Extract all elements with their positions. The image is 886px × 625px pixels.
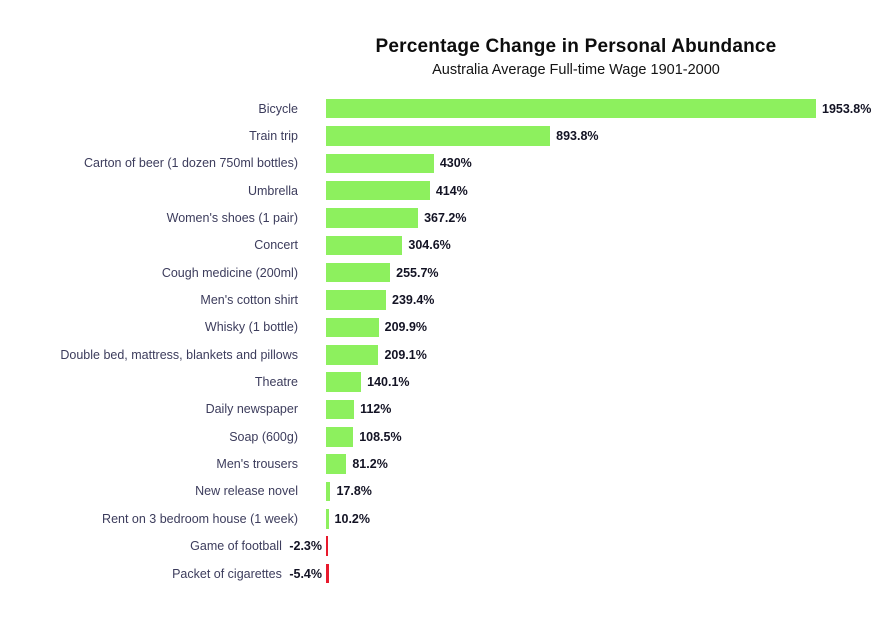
chart-row: Whisky (1 bottle) 209.9% bbox=[0, 314, 886, 341]
chart-row: Men's cotton shirt 239.4% bbox=[0, 286, 886, 313]
category-cell: Cough medicine (200ml) bbox=[0, 266, 326, 280]
value-label: 1953.8% bbox=[822, 101, 872, 116]
bar bbox=[326, 235, 403, 256]
chart-header: Percentage Change in Personal Abundance … bbox=[268, 36, 884, 78]
category-cell: Packet of cigarettes -5.4% bbox=[0, 567, 326, 581]
category-cell: Men's cotton shirt bbox=[0, 293, 326, 307]
bar bbox=[326, 481, 331, 502]
category-label: Men's cotton shirt bbox=[200, 293, 298, 308]
category-label: Cough medicine (200ml) bbox=[161, 265, 298, 280]
category-label: Whisky (1 bottle) bbox=[204, 320, 298, 335]
bar bbox=[326, 399, 355, 420]
category-cell: New release novel bbox=[0, 484, 326, 498]
chart-row: Carton of beer (1 dozen 750ml bottles) 4… bbox=[0, 150, 886, 177]
category-label: Double bed, mattress, blankets and pillo… bbox=[60, 347, 298, 362]
category-cell: Daily newspaper bbox=[0, 402, 326, 416]
category-label: Game of football bbox=[190, 539, 282, 554]
chart-row: Soap (600g) 108.5% bbox=[0, 423, 886, 450]
category-cell: Carton of beer (1 dozen 750ml bottles) bbox=[0, 156, 326, 170]
category-label: Train trip bbox=[249, 129, 298, 144]
category-cell: Game of football -2.3% bbox=[0, 539, 326, 553]
value-label: 10.2% bbox=[334, 511, 370, 526]
negative-value-label: -5.4% bbox=[289, 566, 322, 581]
value-label: 209.9% bbox=[384, 320, 428, 335]
category-cell: Theatre bbox=[0, 375, 326, 389]
negative-value-label: -2.3% bbox=[289, 539, 322, 554]
chart-row: Game of football -2.3% bbox=[0, 533, 886, 560]
value-label: 255.7% bbox=[396, 265, 439, 280]
category-label: Daily newspaper bbox=[205, 402, 298, 417]
category-cell: Umbrella bbox=[0, 184, 326, 198]
category-cell: Women's shoes (1 pair) bbox=[0, 211, 326, 225]
category-cell: Whisky (1 bottle) bbox=[0, 320, 326, 334]
chart-row: Rent on 3 bedroom house (1 week) 10.2% bbox=[0, 505, 886, 532]
value-label: 414% bbox=[435, 183, 468, 198]
category-cell: Train trip bbox=[0, 129, 326, 143]
value-label: 367.2% bbox=[424, 211, 467, 226]
category-cell: Bicycle bbox=[0, 102, 326, 116]
bar bbox=[326, 290, 387, 310]
category-label: Umbrella bbox=[247, 183, 298, 198]
category-label: Carton of beer (1 dozen 750ml bottles) bbox=[83, 156, 298, 171]
value-label: 140.1% bbox=[367, 375, 410, 390]
category-label: Bicycle bbox=[258, 101, 298, 116]
bar bbox=[326, 153, 434, 174]
bar bbox=[326, 208, 419, 228]
bar bbox=[326, 180, 430, 201]
bar bbox=[326, 98, 816, 119]
chart-row: Packet of cigarettes -5.4% bbox=[0, 560, 886, 587]
category-label: Women's shoes (1 pair) bbox=[166, 211, 298, 226]
chart-row: Women's shoes (1 pair) 367.2% bbox=[0, 204, 886, 231]
value-label: 17.8% bbox=[336, 484, 372, 499]
category-label: New release novel bbox=[195, 484, 298, 499]
chart-row: Men's trousers 81.2% bbox=[0, 450, 886, 477]
bar bbox=[326, 509, 329, 529]
value-label: 112% bbox=[360, 402, 392, 417]
bar bbox=[326, 262, 391, 283]
bar bbox=[326, 317, 379, 338]
category-label: Men's trousers bbox=[216, 457, 298, 472]
chart-row: Daily newspaper 112% bbox=[0, 396, 886, 423]
chart-row: Cough medicine (200ml) 255.7% bbox=[0, 259, 886, 286]
bar bbox=[326, 454, 347, 474]
value-label: 304.6% bbox=[408, 238, 451, 253]
bar bbox=[326, 126, 551, 146]
bar bbox=[326, 563, 329, 584]
category-cell: Men's trousers bbox=[0, 457, 326, 471]
category-cell: Concert bbox=[0, 238, 326, 252]
category-label: Concert bbox=[254, 238, 298, 253]
chart-row: Train trip 893.8% bbox=[0, 122, 886, 149]
category-cell: Double bed, mattress, blankets and pillo… bbox=[0, 348, 326, 362]
value-label: 430% bbox=[439, 156, 472, 171]
value-label: 81.2% bbox=[352, 457, 388, 472]
bar bbox=[326, 372, 362, 392]
chart-title: Percentage Change in Personal Abundance bbox=[375, 36, 777, 57]
category-label: Rent on 3 bedroom house (1 week) bbox=[102, 511, 298, 526]
value-label: 239.4% bbox=[392, 293, 435, 308]
bar bbox=[326, 427, 354, 447]
chart-row: Bicycle 1953.8% bbox=[0, 95, 886, 122]
category-label: Packet of cigarettes bbox=[172, 566, 282, 581]
value-label: 893.8% bbox=[556, 129, 599, 144]
chart-row: Double bed, mattress, blankets and pillo… bbox=[0, 341, 886, 368]
chart-subtitle: Australia Average Full-time Wage 1901-20… bbox=[432, 62, 720, 78]
category-label: Soap (600g) bbox=[229, 429, 298, 444]
category-cell: Soap (600g) bbox=[0, 430, 326, 444]
value-label: 108.5% bbox=[359, 429, 402, 444]
chart-rows: Bicycle 1953.8% Train trip 893.8% Carton… bbox=[0, 95, 886, 587]
chart-row: New release novel 17.8% bbox=[0, 478, 886, 505]
value-label: 209.1% bbox=[384, 347, 427, 362]
bar bbox=[326, 345, 379, 365]
bar bbox=[326, 536, 328, 556]
chart-row: Concert 304.6% bbox=[0, 232, 886, 259]
chart-row: Umbrella 414% bbox=[0, 177, 886, 204]
chart-row: Theatre 140.1% bbox=[0, 368, 886, 395]
category-cell: Rent on 3 bedroom house (1 week) bbox=[0, 512, 326, 526]
category-label: Theatre bbox=[254, 375, 298, 390]
